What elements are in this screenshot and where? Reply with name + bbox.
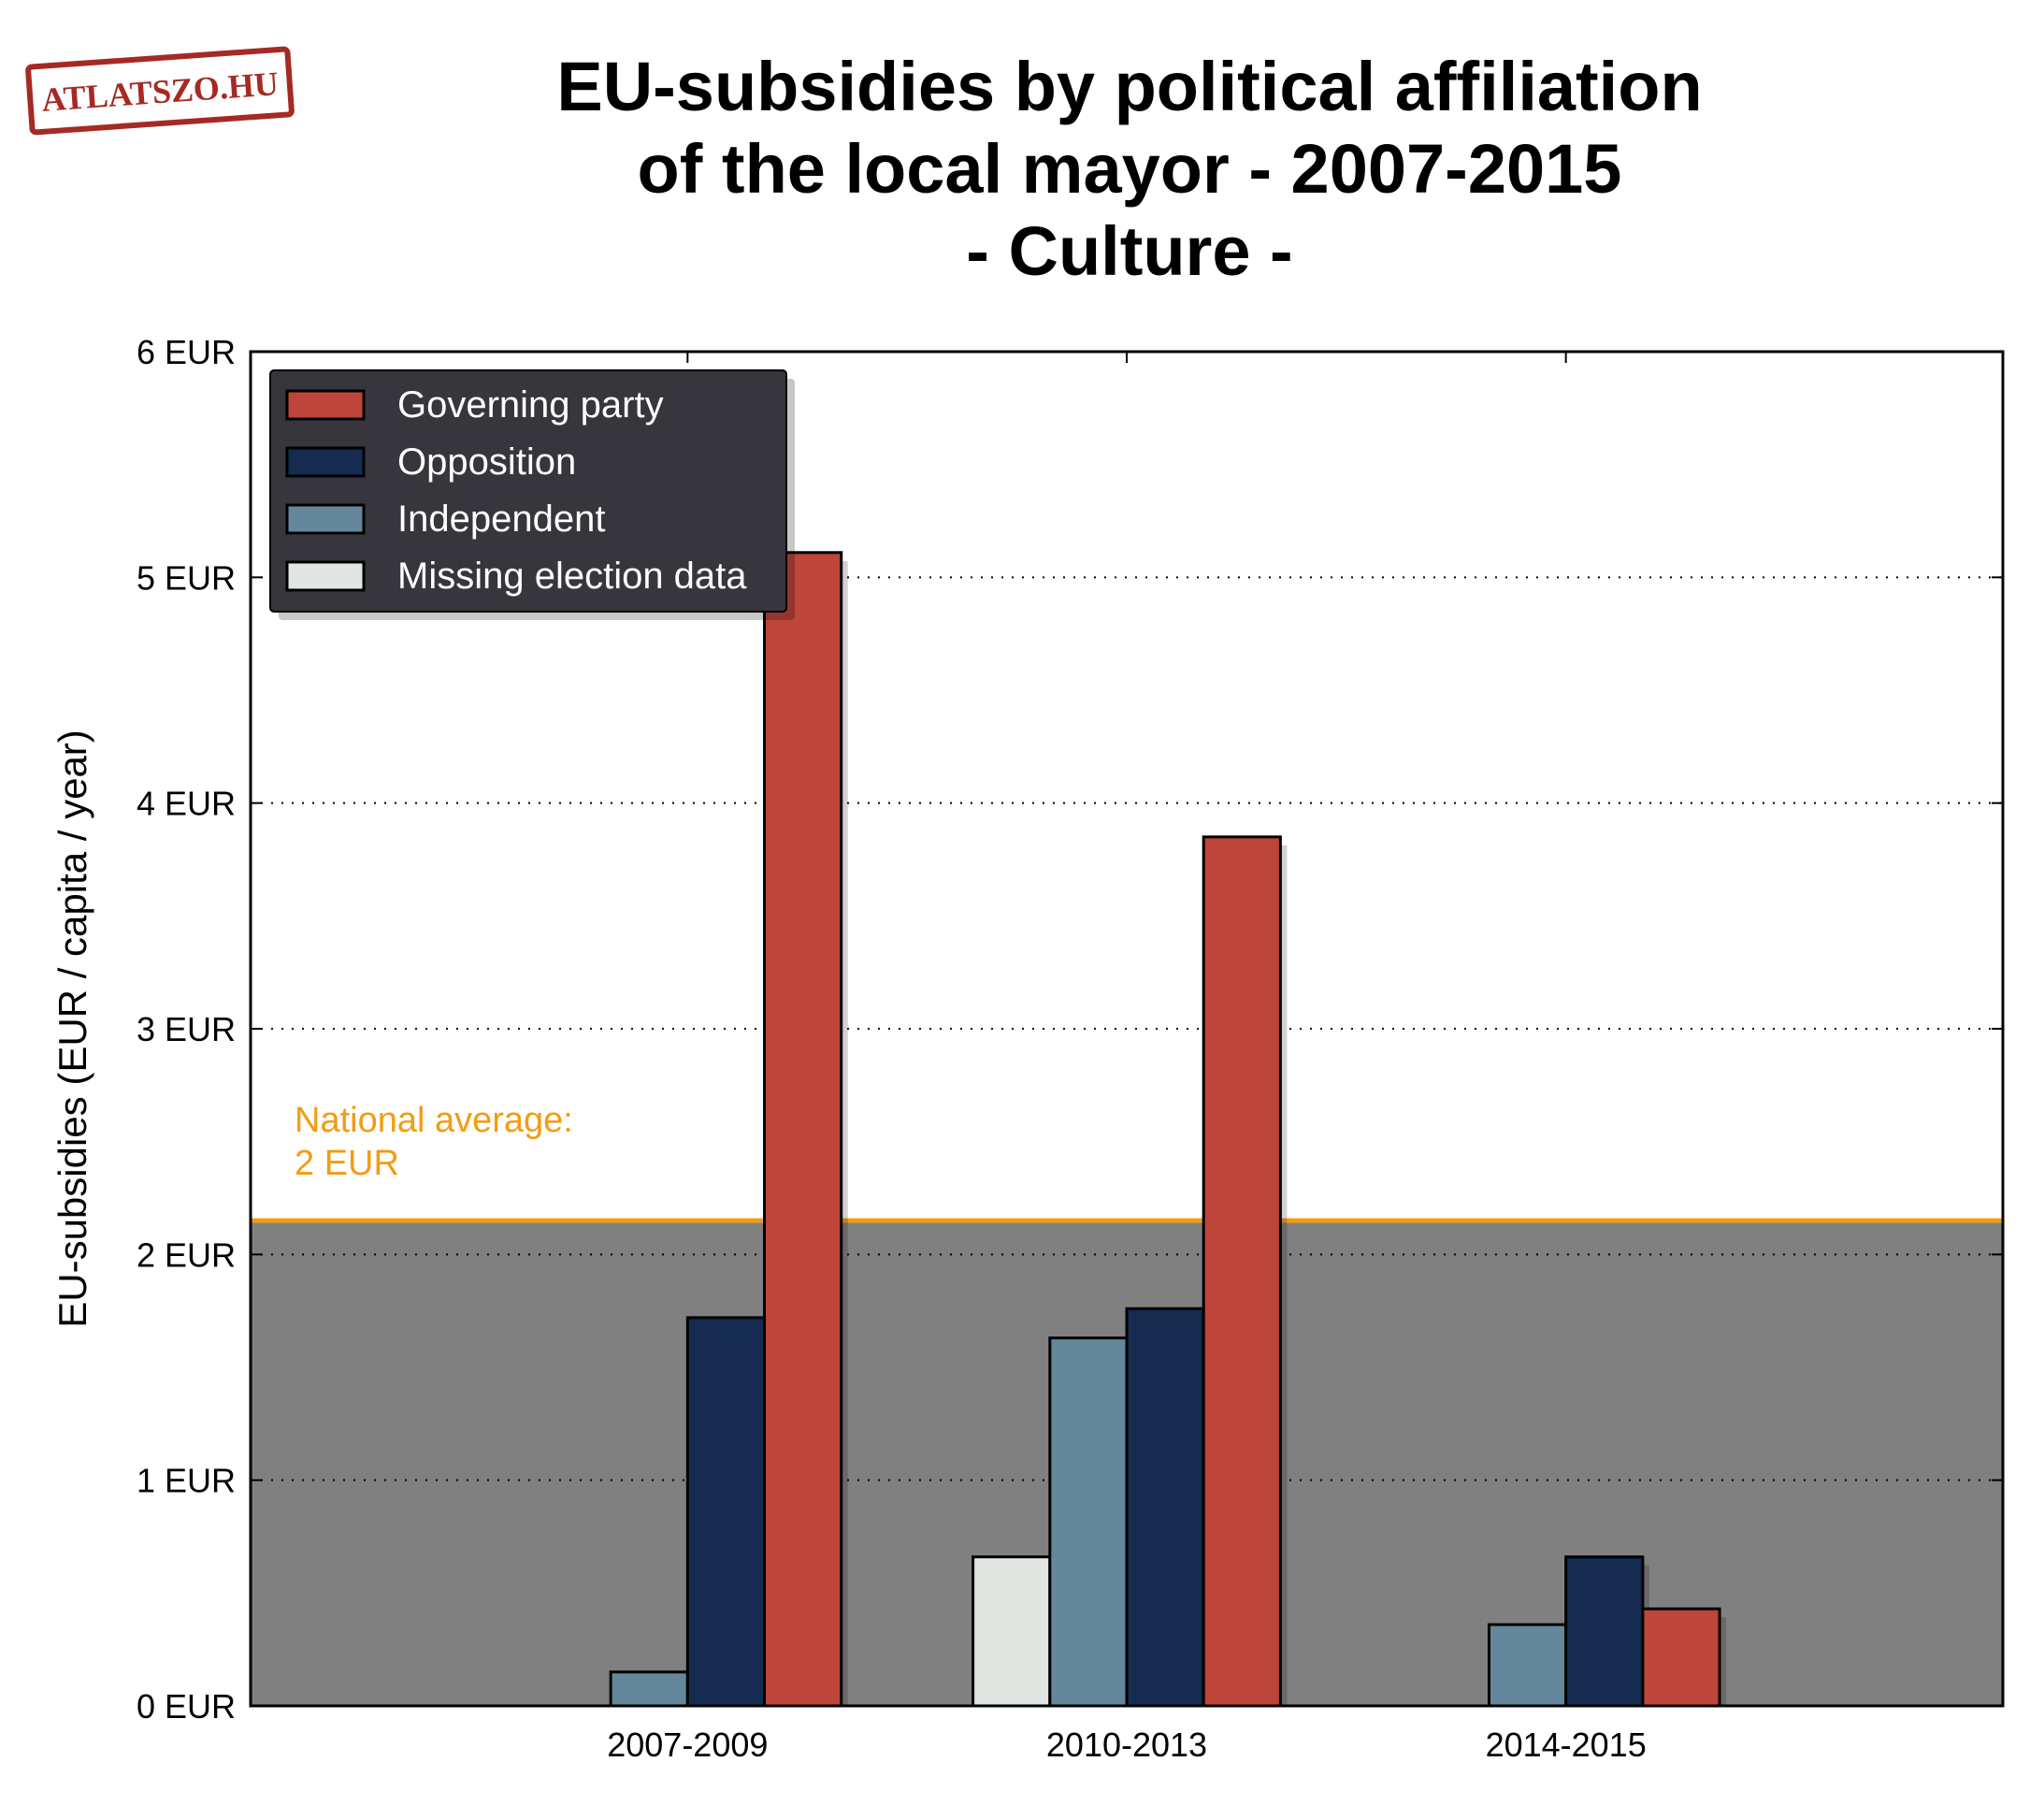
legend-swatch-opposition bbox=[285, 446, 366, 478]
legend-label-missing-election-data: Missing election data bbox=[397, 556, 747, 597]
chart-title-line-1: EU-subsidies by political affiliation bbox=[556, 48, 1702, 125]
bar-governing-party-2014-2015 bbox=[1641, 1607, 1721, 1708]
y-tick-label-0: 0 EUR bbox=[137, 1687, 236, 1726]
y-tick-label-3: 3 EUR bbox=[137, 1010, 236, 1048]
x-tick-label-2007-2009: 2007-2009 bbox=[607, 1726, 768, 1764]
plot-area: 0 EUR 1 EUR 2 EUR 3 EUR 4 EUR 5 EUR 6 EUR 2007-… bbox=[137, 333, 2005, 1764]
bar-opposition-2014-2015 bbox=[1564, 1555, 1645, 1708]
logo-stamp-border bbox=[25, 46, 295, 136]
legend-label-opposition: Opposition bbox=[397, 441, 576, 483]
bar-independent-2010-2013 bbox=[1048, 1336, 1129, 1708]
logo-text: ATLATSZO.HU bbox=[40, 65, 280, 119]
legend-label-governing-party: Governing party bbox=[397, 384, 664, 426]
national-average-label: National average: bbox=[295, 1101, 573, 1140]
chart-title-line-3: - Culture - bbox=[966, 212, 1292, 290]
legend-swatch-independent bbox=[285, 503, 366, 535]
x-tick-label-2010-2013: 2010-2013 bbox=[1046, 1726, 1207, 1764]
legend-swatch-missing-election-data bbox=[285, 560, 366, 592]
bar-governing-party-2007-2009 bbox=[763, 551, 843, 1708]
bar-independent-2014-2015 bbox=[1487, 1623, 1568, 1708]
x-tick-label-2014-2015: 2014-2015 bbox=[1486, 1726, 1647, 1764]
y-axis-label: EU-subsidies (EUR / capita / year) bbox=[50, 729, 94, 1328]
bar-opposition-2007-2009 bbox=[685, 1316, 767, 1708]
y-tick-label-5: 5 EUR bbox=[137, 558, 236, 597]
bar-governing-party-2010-2013 bbox=[1202, 835, 1282, 1708]
bar-opposition-2010-2013 bbox=[1125, 1307, 1205, 1708]
y-tick-label-4: 4 EUR bbox=[137, 785, 236, 823]
chart-title-line-2: of the local mayor - 2007-2015 bbox=[638, 130, 1622, 208]
y-tick-label-1: 1 EUR bbox=[137, 1462, 236, 1500]
legend-swatch-governing-party bbox=[285, 389, 366, 421]
y-tick-label-6: 6 EUR bbox=[137, 333, 236, 371]
legend-box bbox=[269, 369, 787, 613]
legend-label-independent: Independent bbox=[397, 498, 605, 540]
national-average-value: 2 EUR bbox=[295, 1144, 399, 1183]
bar-independent-2007-2009 bbox=[609, 1670, 689, 1708]
bar-missing-election-data-2010-2013 bbox=[972, 1555, 1052, 1708]
atlatszo-logo: ATLATSZO.HU bbox=[25, 46, 295, 136]
y-tick-label-2: 2 EUR bbox=[137, 1235, 236, 1274]
